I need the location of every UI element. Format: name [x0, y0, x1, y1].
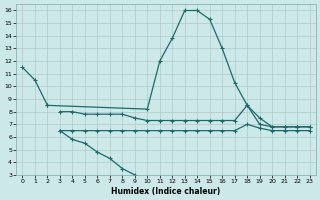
- X-axis label: Humidex (Indice chaleur): Humidex (Indice chaleur): [111, 187, 221, 196]
